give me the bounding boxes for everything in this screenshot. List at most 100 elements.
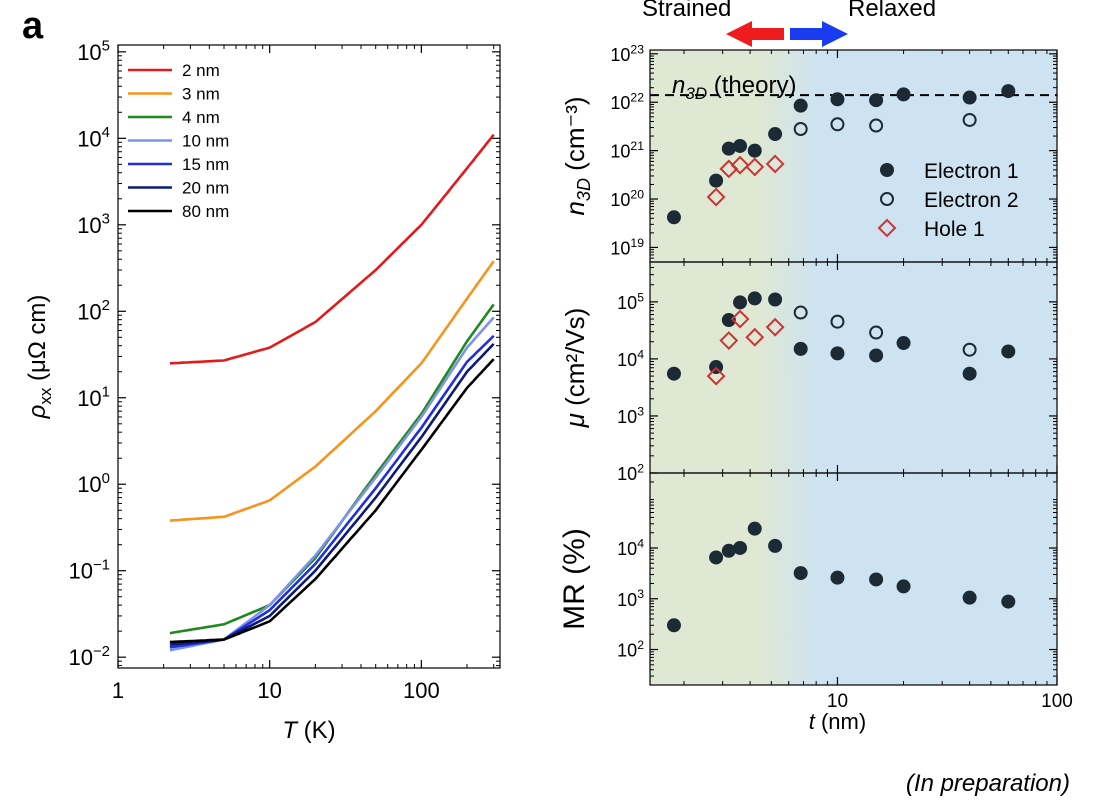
marker-Hole-1	[745, 327, 765, 347]
legend-label: Electron 2	[924, 189, 1019, 212]
y-axis-label: ρxx (μΩ cm)	[24, 295, 55, 420]
relaxed-label: Relaxed	[848, 0, 936, 22]
series-line-10-nm	[169, 316, 495, 652]
marker-Hole-1	[765, 317, 785, 337]
legend-label: Electron 1	[924, 160, 1019, 183]
y-tick-label: 103	[77, 211, 110, 238]
x-tick-label: 10	[257, 678, 281, 703]
marker-Electron-2	[962, 112, 977, 127]
marker-Electron-1	[768, 292, 783, 307]
marker-Electron-1	[666, 366, 681, 381]
y-axis-label: μ (cm²/Vs)	[560, 308, 590, 429]
y-tick-label: 105	[617, 290, 644, 313]
y-tick-label: 10−2	[68, 643, 110, 670]
y-tick-label: 100	[77, 470, 110, 497]
series-line-20-nm	[169, 343, 495, 646]
legend: 2 nm 3 nm 4 nm 10 nm 15 nm 20 nm 80 nm	[128, 61, 229, 221]
y-tick-label: 1020	[610, 187, 644, 210]
x-tick-label: 100	[403, 678, 440, 703]
x-tick-label: 10	[827, 691, 848, 712]
marker-Hole-1	[719, 331, 739, 350]
y-axis-label: MR (%)	[558, 528, 591, 630]
marker-Electron-2	[962, 342, 977, 357]
y-tick-label: 103	[617, 587, 644, 610]
legend-label: 80 nm	[182, 202, 229, 221]
plot-frame	[117, 44, 501, 669]
marker-Electron-2	[793, 305, 808, 320]
marker-Electron-2	[793, 121, 808, 136]
y-tick-label: 105	[77, 38, 110, 65]
marker-Electron-1	[793, 341, 808, 356]
marker-Electron-1	[869, 572, 884, 587]
panel-label: a	[22, 5, 44, 47]
marker-Electron-1	[830, 346, 845, 361]
marker-Electron-1	[709, 550, 724, 565]
legend-label: 20 nm	[182, 179, 229, 198]
marker-Electron-1	[747, 291, 762, 306]
y-tick-label: 104	[77, 124, 110, 151]
y-axis-label: n3D (cm⁻³)	[560, 96, 594, 215]
series-line-2-nm	[169, 133, 495, 365]
marker-Electron-2	[830, 314, 845, 329]
y-tick-label: 102	[617, 461, 644, 484]
marker-Electron-1	[1001, 84, 1016, 99]
y-tick-label: 102	[617, 638, 644, 661]
marker-Electron-2	[830, 117, 845, 132]
panel-frame	[649, 472, 1058, 686]
marker-Electron-1	[1001, 594, 1016, 609]
marker-Electron-1	[1001, 344, 1016, 359]
marker-Electron-1	[869, 348, 884, 363]
marker-Hole-1	[765, 154, 785, 174]
legend-label: 4 nm	[182, 108, 220, 127]
footnote: (In preparation)	[905, 770, 1070, 797]
panel-magnetoresistance: 102 103 104 MR (%) 10 100 t (nm)	[558, 472, 1073, 734]
marker-Electron-1	[733, 540, 748, 555]
marker-Electron-1	[896, 579, 911, 594]
y-tick-label: 1019	[610, 236, 644, 259]
x-tick-label: 1	[112, 678, 124, 703]
series-line-4-nm	[169, 303, 495, 635]
marker-Electron-1	[896, 336, 911, 351]
y-tick-label: 10−1	[68, 556, 110, 583]
legend-label: 2 nm	[182, 61, 220, 80]
marker-Electron-1	[768, 538, 783, 553]
marker-Electron-1	[896, 87, 911, 102]
marker-Electron-1	[869, 93, 884, 108]
thickness-panels: 1019 1020 1021 1022 1023 n3D (theory) n3D (cm⁻…	[558, 42, 1073, 734]
marker-Electron-1	[793, 566, 808, 581]
x-tick-label: 100	[1041, 691, 1073, 712]
legend-label: 15 nm	[182, 155, 229, 174]
strained-label: Strained	[642, 0, 731, 22]
series-line-3-nm	[169, 260, 495, 522]
marker-Electron-2	[869, 118, 884, 133]
marker-Hole-1	[745, 157, 765, 177]
marker-Electron-1	[830, 92, 845, 107]
marker-Electron-1	[793, 98, 808, 113]
strain-header: Strained Relaxed	[642, 0, 936, 47]
marker-legend-Electron-2	[880, 192, 894, 206]
y-tick-label: 101	[77, 384, 110, 411]
marker-Electron-1	[733, 138, 748, 153]
theory-label: n3D (theory)	[672, 72, 796, 103]
x-axis-label: T (K)	[282, 717, 335, 744]
marker-Electron-1	[666, 618, 681, 633]
marker-Electron-1	[709, 173, 724, 188]
y-tick-label: 104	[617, 536, 644, 559]
marker-Electron-1	[830, 570, 845, 585]
y-tick-label: 1021	[610, 139, 644, 162]
y-tick-label: 1022	[610, 91, 644, 114]
legend-label: 10 nm	[182, 132, 229, 151]
marker-Electron-1	[721, 543, 736, 558]
marker-Hole-1	[706, 187, 726, 207]
marker-Hole-1	[730, 155, 750, 175]
legend-label: 3 nm	[182, 85, 220, 104]
marker-Electron-1	[747, 143, 762, 158]
panel-carrier_density: 1019 1020 1021 1022 1023 n3D (theory) n3D (cm⁻…	[560, 42, 1058, 263]
marker-legend-Electron-1	[880, 163, 894, 177]
marker-Electron-1	[666, 210, 681, 225]
marker-Hole-1	[706, 366, 726, 386]
marker-Electron-1	[962, 90, 977, 105]
x-axis-label: t (nm)	[809, 709, 866, 734]
relaxed-arrow	[790, 21, 848, 47]
